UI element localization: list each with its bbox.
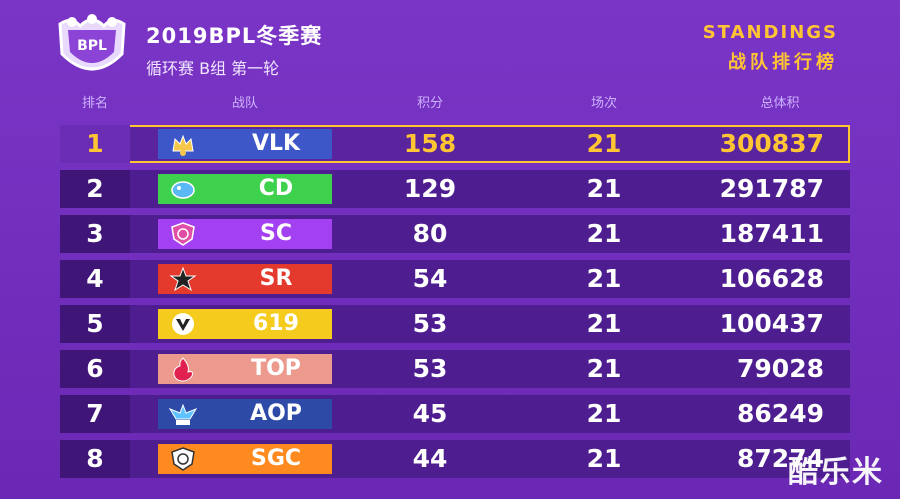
rank-cell (60, 305, 130, 343)
rank-value: 1 (86, 129, 104, 158)
page-subtitle: 循环赛 B组 第一轮 (146, 59, 280, 78)
team-badge: SR (158, 264, 332, 294)
team-name: AOP (250, 401, 302, 426)
team-name: SGC (250, 446, 302, 471)
team-badge: TOP (158, 354, 332, 384)
rank-value: 4 (86, 264, 104, 293)
table-row[interactable]: 7 AOP 45 21 86249 (60, 395, 850, 433)
rank-cell (60, 260, 130, 298)
standings-label-en: STANDINGS (702, 22, 838, 43)
games-value: 21 (586, 309, 622, 338)
total-value: 87274 (737, 444, 824, 473)
table-row[interactable]: 1 VLK 158 21 300837 (60, 125, 850, 163)
619-wing-icon (172, 313, 194, 335)
team-name: SR (259, 266, 293, 291)
total-value: 79028 (737, 354, 824, 383)
rank-value: 2 (86, 174, 104, 203)
header-team: 战队 (231, 96, 259, 111)
sgc-shield-icon (171, 447, 195, 471)
table-row[interactable]: 2 CD 129 21 291787 (60, 170, 850, 208)
sc-shield-icon (171, 222, 195, 246)
logo-text: BPL (77, 38, 107, 54)
header-points: 积分 (416, 96, 444, 111)
team-badge: AOP (158, 399, 332, 429)
team-badge: 619 (158, 309, 332, 339)
table-row[interactable]: 4 SR 54 21 106628 (60, 260, 850, 298)
team-badge: VLK (158, 129, 332, 159)
games-value: 21 (586, 219, 622, 248)
rank-value: 3 (86, 219, 104, 248)
points-value: 54 (412, 264, 448, 293)
team-badge: SC (158, 219, 332, 249)
total-value: 100437 (719, 309, 824, 338)
table-row[interactable]: 5 619 53 21 100437 (60, 305, 850, 343)
total-value: 86249 (737, 399, 824, 428)
page-title: 2019BPL冬季赛 (146, 24, 323, 48)
sr-star-icon (169, 266, 197, 292)
rank-cell (60, 125, 130, 163)
rank-cell (60, 170, 130, 208)
header-rank: 排名 (81, 96, 109, 111)
games-value: 21 (586, 399, 622, 428)
table-header: 排名 战队 积分 场次 总体积 (60, 92, 850, 112)
points-value: 80 (412, 219, 448, 248)
total-value: 291787 (719, 174, 824, 203)
points-value: 53 (412, 354, 448, 383)
points-value: 44 (412, 444, 448, 473)
points-value: 53 (412, 309, 448, 338)
watermark: 酷乐米 (788, 455, 884, 490)
table-row[interactable]: 6 TOP 53 21 79028 (60, 350, 850, 388)
bpl-logo: BPL (52, 14, 132, 80)
total-value: 106628 (719, 264, 824, 293)
rank-value: 7 (86, 399, 104, 428)
games-value: 21 (586, 264, 622, 293)
team-name: SC (260, 221, 292, 246)
top-flame-icon (173, 357, 193, 382)
cd-fish-icon (171, 181, 195, 199)
rank-cell (60, 395, 130, 433)
team-badge: SGC (158, 444, 332, 474)
games-value: 21 (586, 354, 622, 383)
rank-value: 6 (86, 354, 104, 383)
rank-value: 5 (86, 309, 104, 338)
total-value: 187411 (719, 219, 824, 248)
team-name: CD (258, 176, 294, 201)
rank-value: 8 (86, 444, 104, 473)
points-value: 45 (412, 399, 448, 428)
games-value: 21 (586, 444, 622, 473)
total-value: 300837 (719, 129, 824, 158)
rank-cell (60, 215, 130, 253)
games-value: 21 (586, 129, 622, 158)
team-badge: CD (158, 174, 332, 204)
points-value: 158 (403, 129, 457, 158)
rank-cell (60, 440, 130, 478)
games-value: 21 (586, 174, 622, 203)
rank-cell (60, 350, 130, 388)
points-value: 129 (403, 174, 457, 203)
team-name: 619 (253, 311, 299, 336)
header-total: 总体积 (760, 96, 800, 111)
standings-label-cn: 战队排行榜 (728, 52, 838, 73)
header-games: 场次 (590, 96, 618, 111)
team-name: TOP (251, 356, 301, 381)
aop-wings-icon (168, 403, 198, 425)
table-row[interactable]: 3 SC 80 21 187411 (60, 215, 850, 253)
table-row[interactable]: 8 SGC 44 21 87274 (60, 440, 850, 478)
team-name: VLK (251, 131, 301, 156)
vlk-crown-icon (172, 134, 194, 156)
